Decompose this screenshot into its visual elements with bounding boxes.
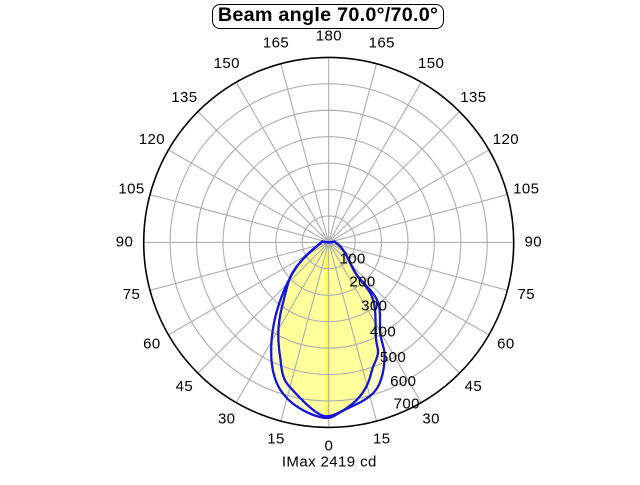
svg-text:45: 45: [176, 378, 194, 395]
svg-text:75: 75: [123, 286, 141, 303]
svg-text:0: 0: [325, 438, 334, 455]
svg-text:200: 200: [349, 274, 375, 291]
svg-text:180: 180: [316, 28, 342, 45]
svg-text:400: 400: [370, 323, 396, 340]
svg-text:600: 600: [390, 373, 416, 390]
svg-text:120: 120: [139, 131, 165, 148]
svg-text:15: 15: [373, 431, 391, 448]
svg-text:120: 120: [493, 131, 519, 148]
svg-text:90: 90: [525, 233, 543, 250]
svg-text:500: 500: [380, 349, 406, 366]
svg-text:60: 60: [497, 336, 515, 353]
svg-text:105: 105: [513, 180, 539, 197]
svg-text:165: 165: [263, 35, 289, 52]
svg-text:150: 150: [418, 55, 444, 72]
svg-text:45: 45: [465, 378, 483, 395]
svg-text:90: 90: [116, 233, 134, 250]
svg-text:300: 300: [361, 298, 387, 315]
svg-text:60: 60: [143, 336, 161, 353]
svg-text:150: 150: [214, 55, 240, 72]
svg-text:105: 105: [118, 180, 144, 197]
svg-text:135: 135: [171, 89, 197, 106]
svg-text:IMax 2419 cd: IMax 2419 cd: [282, 454, 377, 471]
svg-text:700: 700: [394, 395, 420, 412]
svg-text:30: 30: [422, 410, 440, 427]
svg-text:15: 15: [267, 431, 285, 448]
svg-text:135: 135: [460, 89, 486, 106]
svg-text:75: 75: [518, 286, 536, 303]
svg-text:30: 30: [218, 410, 236, 427]
svg-text:165: 165: [369, 35, 395, 52]
svg-text:100: 100: [339, 250, 365, 267]
